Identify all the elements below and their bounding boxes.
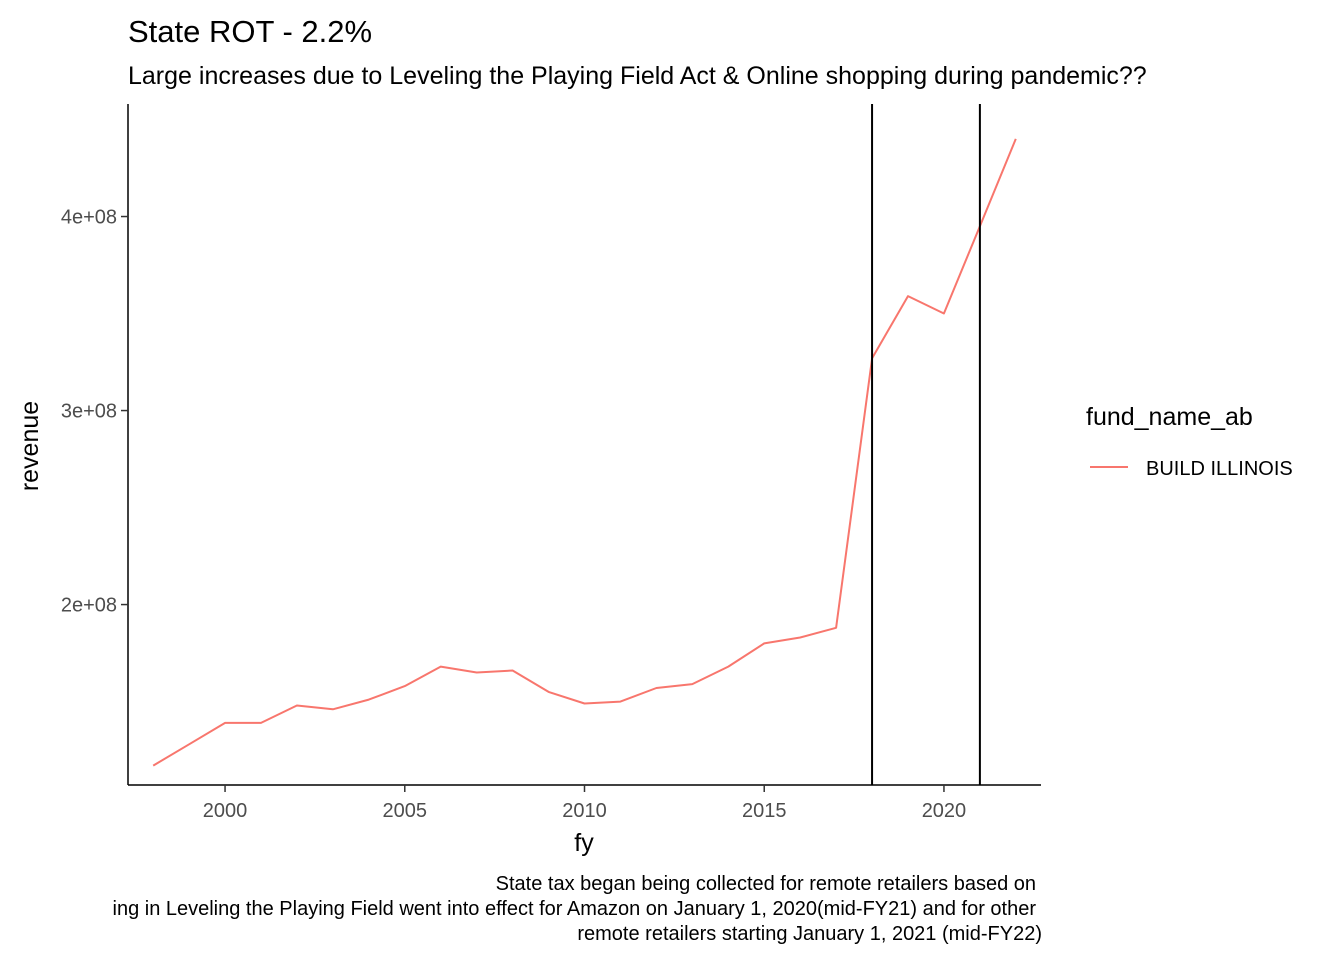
series-line-build-illinois (152, 138, 1017, 767)
y-tick-label: 2e+08 (61, 595, 117, 617)
y-axis-label: revenue (16, 401, 44, 491)
x-tick-label: 2005 (383, 800, 428, 822)
x-tick-label: 2010 (562, 800, 607, 822)
legend-title: fund_name_ab (1086, 403, 1253, 431)
chart-title: State ROT - 2.2% (128, 14, 372, 49)
caption-line-1: State tax began being collected for remo… (496, 873, 1036, 895)
y-tick-label: 4e+08 (61, 207, 117, 229)
x-axis-label: fy (574, 829, 594, 857)
y-tick-label: 3e+08 (61, 401, 117, 423)
caption: State tax began being collected for remo… (113, 873, 1043, 945)
x-tick-label: 2020 (922, 800, 967, 822)
legend: fund_name_ab BUILD ILLINOIS (1086, 403, 1293, 480)
x-tick-label: 2015 (742, 800, 787, 822)
x-tick-label: 2000 (203, 800, 248, 822)
chart-subtitle: Large increases due to Leveling the Play… (128, 62, 1147, 90)
caption-line-2: ing in Leveling the Playing Field went i… (113, 898, 1037, 920)
plot-area: 2000 2005 2010 2015 2020 2e+08 3e+08 4e+08 (61, 104, 1041, 822)
legend-entry-build-illinois: BUILD ILLINOIS (1146, 458, 1293, 480)
caption-line-3: remote retailers starting January 1, 202… (577, 923, 1042, 945)
